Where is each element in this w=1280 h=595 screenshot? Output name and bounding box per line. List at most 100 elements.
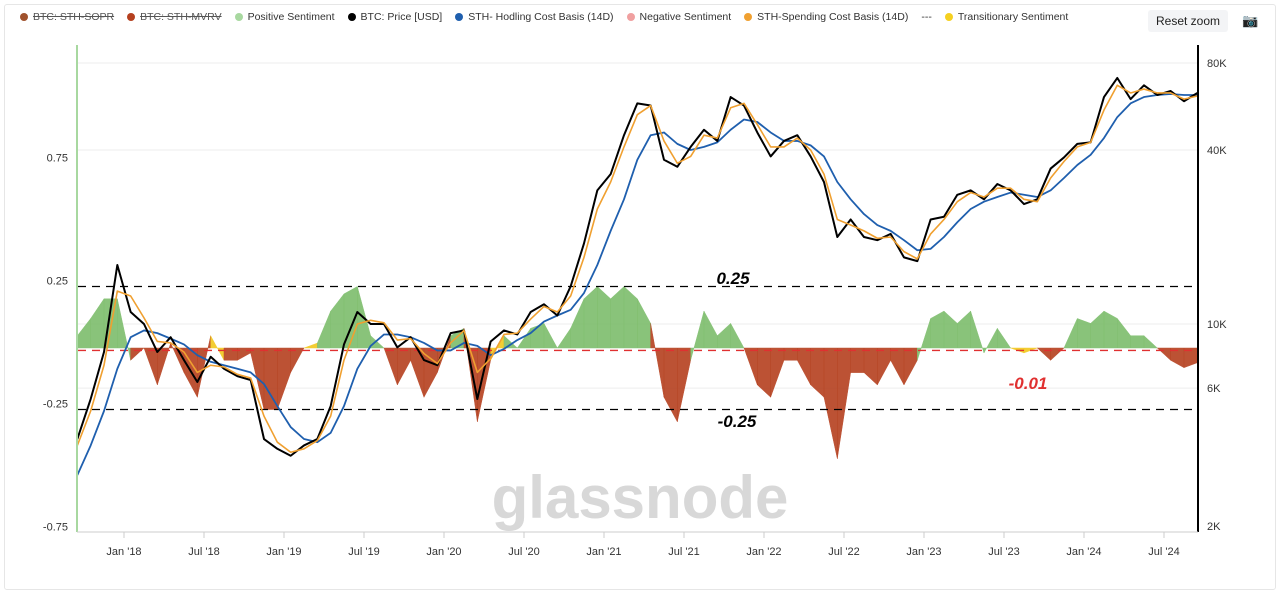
sentiment-area-segment (1117, 317, 1131, 349)
legend-label: Positive Sentiment (247, 11, 335, 23)
sentiment-area-segment (650, 323, 665, 398)
sentiment-area-segment (970, 311, 985, 353)
sentiment-area-segment (757, 347, 771, 398)
sentiment-area-segment (730, 323, 745, 349)
legend-marker-icon (944, 13, 953, 21)
sentiment-area-segment (1143, 335, 1158, 349)
legend-label: BTC: STH-SOPR (33, 11, 115, 23)
sentiment-area-segment (957, 310, 971, 349)
plot-area: glassnode (78, 62, 1198, 531)
legend-item[interactable]: BTC: STH-SOPR (20, 11, 114, 23)
legend-label: Transitionary Sentiment (957, 11, 1069, 23)
sentiment-area-segment (983, 328, 998, 354)
legend-label: BTC: STH-MVRV (140, 11, 222, 23)
x-axis-tick: Jan '18 (106, 546, 141, 558)
sentiment-area-segment (743, 347, 758, 385)
sentiment-area-segment (503, 335, 518, 349)
sentiment-area-segment (130, 347, 145, 361)
sentiment-area-segment (263, 347, 278, 410)
x-axis-tick: Jan '24 (1066, 546, 1101, 558)
sentiment-area-segment (810, 347, 825, 398)
sentiment-area-segment (623, 285, 638, 349)
sentiment-area-segment (877, 347, 891, 386)
sentiment-area-segment (210, 335, 225, 361)
sentiment-area-segment (930, 310, 945, 349)
sentiment-area-segment (543, 323, 558, 349)
sentiment-area-segment (943, 310, 958, 349)
sentiment-area-segment (917, 318, 931, 361)
sentiment-area-segment (837, 347, 851, 459)
right-axis-tick: 10K (1207, 319, 1227, 331)
sentiment-area-segment (303, 342, 318, 349)
watermark: glassnode (492, 464, 789, 531)
sentiment-area-segment (637, 298, 651, 349)
sentiment-area-segment (397, 347, 411, 386)
x-axis-tick: Jul '21 (668, 546, 699, 558)
legend-marker-icon (20, 13, 28, 21)
reference-label: -0.25 (718, 412, 757, 431)
reset-zoom-button[interactable]: Reset zoom (1148, 10, 1229, 32)
x-axis-tick: Jan '23 (906, 546, 941, 558)
legend-item[interactable]: --- (921, 11, 932, 23)
legend-item[interactable]: STH-Spending Cost Basis (14D) (744, 11, 908, 23)
legend-marker-icon (626, 13, 635, 21)
sentiment-area-segment (1077, 318, 1091, 349)
legend-label: STH-Spending Cost Basis (14D) (757, 11, 909, 23)
legend-label: BTC: Price [USD] (360, 11, 443, 23)
sentiment-area-segment (690, 311, 705, 361)
sentiment-area-segment (78, 317, 91, 349)
reference-label: -0.01 (1009, 374, 1048, 393)
price-line (78, 76, 1198, 457)
x-axis-tick: Jan '21 (586, 546, 621, 558)
sentiment-area-segment (330, 293, 345, 349)
right-axis-tick: 2K (1207, 521, 1221, 533)
legend-item[interactable]: STH- Hodling Cost Basis (14D) (455, 11, 614, 23)
x-axis-tick: Jul '22 (828, 546, 859, 558)
x-axis-tick: Jan '22 (746, 546, 781, 558)
sentiment-area-segment (890, 347, 905, 386)
sentiment-area-segment (277, 347, 291, 410)
sentiment-area-segment (770, 347, 785, 398)
sentiment-area-segment (863, 347, 878, 386)
x-axis-tick: Jul '23 (988, 546, 1019, 558)
sentiment-area-segment (610, 285, 625, 349)
x-axis-tick: Jul '18 (188, 546, 219, 558)
sentiment-area-segment (290, 347, 305, 373)
legend-item[interactable]: BTC: STH-MVRV (127, 11, 222, 23)
legend-item[interactable]: Positive Sentiment (234, 11, 335, 23)
sentiment-area-segment (583, 285, 598, 349)
sentiment-area-segment (383, 347, 398, 385)
x-axis-tick: Jul '20 (508, 546, 539, 558)
sentiment-area-segment (663, 347, 678, 422)
legend-marker-icon (455, 13, 464, 21)
legend-marker-icon (234, 13, 243, 21)
legend-marker-icon (744, 13, 753, 21)
sentiment-area-segment (903, 347, 918, 386)
right-axis-tick: 6K (1207, 383, 1221, 395)
legend: BTC: STH-SOPR BTC: STH-MVRV Positive Senti… (20, 11, 1130, 23)
sentiment-area-segment (477, 347, 491, 422)
right-axis-tick: 80K (1207, 58, 1227, 70)
legend-marker-icon (127, 13, 136, 21)
left-axis-tick: 0.75 (47, 153, 68, 165)
x-axis-tick: Jan '20 (426, 546, 461, 558)
x-axis-tick: Jan '19 (266, 546, 301, 558)
hodling-cost-basis-line (78, 93, 1198, 476)
sentiment-area-segment (677, 347, 691, 422)
camera-icon[interactable]: 📷 (1242, 13, 1259, 28)
chart-frame (4, 4, 1276, 590)
legend-label: --- (921, 11, 932, 23)
legend-item[interactable]: Negative Sentiment (626, 11, 732, 23)
sentiment-area-segment (370, 335, 385, 349)
sentiment-area-segment (850, 347, 865, 373)
sentiment-area-segment (556, 327, 571, 349)
legend-item[interactable]: BTC: Price [USD] (347, 11, 443, 23)
sentiment-area-segment (717, 322, 731, 349)
legend-item[interactable]: Transitionary Sentiment (944, 11, 1069, 23)
legend-label: STH- Hodling Cost Basis (14D) (468, 11, 614, 23)
sentiment-area-segment (1103, 310, 1118, 349)
sentiment-area-segment (143, 347, 158, 385)
legend-label: Negative Sentiment (639, 11, 732, 23)
